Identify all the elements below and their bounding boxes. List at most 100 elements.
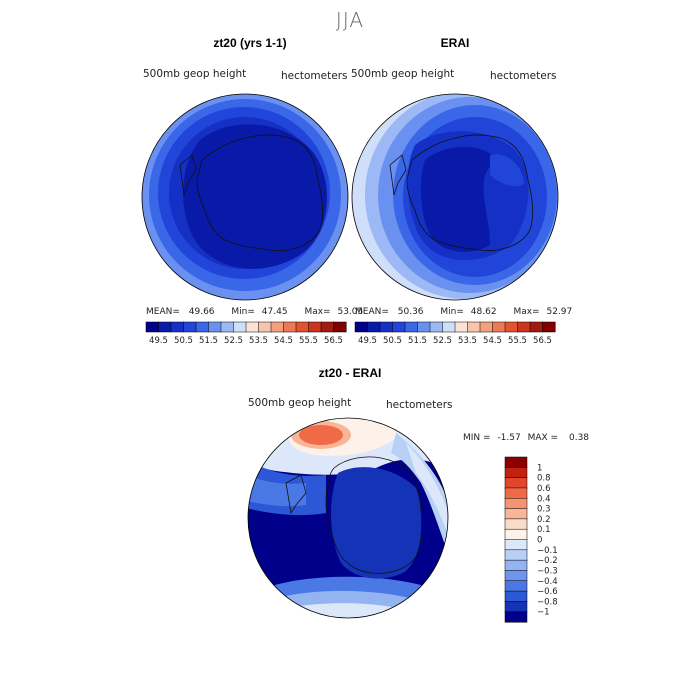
panel1-title: zt20 (yrs 1-1)	[213, 36, 287, 50]
colorbar-tick-label: 0.8	[537, 474, 551, 484]
colorbar-tick-label: 53.5	[249, 336, 268, 346]
colorbar-swatch	[504, 559, 528, 571]
colorbar-tick-label: 50.5	[174, 336, 193, 346]
colorbar-swatch	[504, 487, 528, 499]
colorbar-tick-label: −1	[537, 608, 550, 618]
colorbar-tick-label: 0	[537, 536, 542, 546]
panel1-map	[142, 94, 348, 300]
panel2-mean-label: MEAN=	[355, 307, 389, 317]
panel3-min: -1.57	[497, 433, 521, 443]
panel1-stats: MEAN= 49.66 Min= 47.45 Max= 53.05	[146, 307, 363, 317]
colorbar-tick-label: −0.6	[537, 587, 558, 597]
colorbar-tick-label: −0.4	[537, 577, 558, 587]
colorbar-tick-label: −0.1	[537, 546, 558, 556]
colorbar-swatch	[504, 456, 528, 468]
colorbar-tick-label: 54.5	[274, 336, 293, 346]
colorbar-swatch	[429, 321, 444, 333]
colorbar-swatch	[504, 601, 528, 613]
panel3-map	[248, 418, 448, 618]
panel1-min-label: Min=	[231, 307, 255, 317]
colorbar-tick-label: 52.5	[224, 336, 243, 346]
colorbar-swatch	[233, 321, 247, 333]
colorbar-tick-label: 52.5	[433, 336, 452, 346]
colorbar-swatch	[170, 321, 185, 333]
colorbar-swatch	[479, 321, 494, 333]
colorbar-swatch	[504, 498, 528, 510]
colorbar-swatch	[354, 321, 369, 333]
colorbar-tick-label: 0.4	[537, 494, 551, 504]
colorbar-swatch	[504, 477, 528, 489]
colorbar-swatch	[542, 321, 556, 333]
colorbar-swatch	[270, 321, 285, 333]
panel1-mean-label: MEAN=	[146, 307, 180, 317]
panel3-left-label: 500mb geop height	[248, 397, 352, 409]
top-maps	[141, 93, 559, 301]
colorbar-swatch	[517, 321, 531, 333]
panel3-min-label: MIN =	[463, 433, 491, 443]
colorbar-tick-label: 55.5	[299, 336, 318, 346]
panel1-max-label: Max=	[304, 307, 331, 317]
colorbar-swatch	[504, 508, 528, 520]
panel1-min: 47.45	[261, 307, 288, 317]
colorbar-tick-label: 0.6	[537, 484, 551, 494]
colorbar-tick-label: 53.5	[458, 336, 477, 346]
colorbar-tick-label: 56.5	[533, 336, 552, 346]
panel2-mean: 50.36	[397, 307, 424, 317]
colorbar-tick-label: 51.5	[408, 336, 427, 346]
colorbar-tick-label: −0.8	[537, 597, 558, 607]
colorbar-swatch	[504, 539, 528, 551]
panel3-max: 0.38	[568, 433, 590, 443]
colorbar-swatch	[283, 321, 297, 333]
colorbar-tick-label: 1	[537, 463, 542, 473]
panel1-colorbar: 49.5 50.5 51.5 52.5 53.5 54.5 55.5 56.5	[145, 321, 347, 346]
panel3-title: zt20 - ERAI	[318, 366, 382, 380]
panel1-right-label: hectometers	[281, 70, 348, 82]
panel2-right-label: hectometers	[490, 70, 557, 82]
panel2-max: 52.97	[546, 307, 573, 317]
colorbar-swatch	[367, 321, 381, 333]
colorbar-swatch	[504, 549, 528, 561]
colorbar-swatch	[467, 321, 481, 333]
colorbar-swatch	[220, 321, 235, 333]
colorbar-tick-label: 0.2	[537, 515, 551, 525]
colorbar-tick-label: 0.3	[537, 505, 551, 515]
panel2-stats: MEAN= 50.36 Min= 48.62 Max= 52.97	[355, 307, 572, 317]
panel2-left-label: 500mb geop height	[351, 68, 455, 80]
colorbar-swatch	[320, 321, 335, 333]
colorbar-swatch	[504, 528, 528, 541]
colorbar-swatch	[529, 321, 544, 333]
colorbar-tick-label: 55.5	[508, 336, 527, 346]
panel2-title: ERAI	[440, 36, 470, 50]
colorbar-tick-label: 51.5	[199, 336, 218, 346]
panel1-max: 53.05	[337, 307, 364, 317]
colorbar-swatch	[379, 321, 394, 333]
colorbar-swatch	[258, 321, 272, 333]
colorbar-swatch	[245, 321, 260, 333]
panel1-mean: 49.66	[188, 307, 215, 317]
colorbar-swatch	[208, 321, 222, 333]
colorbar-tick-label: −0.2	[537, 556, 558, 566]
panel1-left-label: 500mb geop height	[143, 68, 247, 80]
panel3-max-label: MAX =	[527, 433, 559, 443]
colorbar-swatch	[183, 321, 197, 333]
panel2-map	[352, 94, 558, 300]
colorbar-tick-label: 0.1	[537, 525, 551, 535]
panel3-colorbar: 10.80.60.40.30.20.10−0.1−0.2−0.3−0.4−0.6…	[504, 456, 558, 623]
panel2-min: 48.62	[470, 307, 497, 317]
colorbar-swatch	[308, 321, 322, 333]
colorbar-swatch	[145, 321, 160, 333]
colorbar-swatch	[454, 321, 469, 333]
colorbar-swatch	[417, 321, 431, 333]
panel2-colorbar: 49.5 50.5 51.5 52.5 53.5 54.5 55.5 56.5	[354, 321, 556, 346]
panel1-coastline	[179, 134, 324, 252]
colorbar-swatch	[492, 321, 506, 333]
panel3-right-label: hectometers	[386, 399, 453, 411]
colorbar-swatch	[504, 467, 528, 479]
panel3-stats: MIN = -1.57 MAX = 0.38	[463, 433, 589, 443]
colorbar-swatch	[195, 321, 210, 333]
panel2-max-label: Max=	[513, 307, 540, 317]
colorbar-swatch	[504, 580, 528, 592]
panel3-coastline	[285, 456, 423, 574]
colorbar-tick-label: 50.5	[383, 336, 402, 346]
colorbar-swatch	[333, 321, 347, 333]
